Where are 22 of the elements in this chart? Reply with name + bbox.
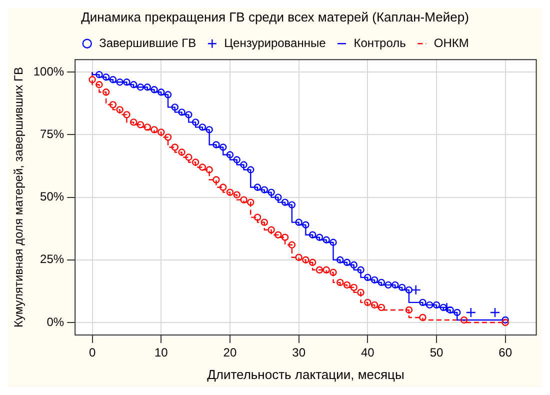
point (466, 307, 476, 318)
x-tick-label: 50 (430, 346, 444, 360)
point (410, 284, 421, 296)
x-tick-label: 30 (292, 346, 306, 360)
x-tick-label: 10 (154, 346, 168, 360)
y-axis-title: Кумулятивная доля матерей, завершивших ГВ (12, 67, 26, 328)
legend-label: Контроль (354, 36, 406, 50)
y-tick-label: 75% (40, 127, 64, 142)
legend-label: Цензурированные (224, 36, 326, 50)
legend-label: ОНКМ (434, 36, 469, 50)
chart-title: Динамика прекращения ГВ среди всех матерей (Каплан-Мейер) (81, 9, 469, 24)
x-tick-label: 0 (88, 346, 96, 360)
legend-label: Завершившие ГВ (99, 36, 196, 50)
point (490, 307, 500, 318)
y-tick-label: 50% (40, 190, 64, 204)
x-tick-label: 60 (498, 346, 512, 360)
x-tick-label: 20 (223, 346, 237, 360)
y-tick-label: 0% (46, 314, 64, 329)
y-tick-label: 25% (40, 252, 64, 266)
x-axis-title: Длительность лактации, месяцы (207, 366, 404, 382)
x-tick-label: 40 (360, 346, 375, 360)
y-tick-label: 100% (33, 64, 64, 78)
